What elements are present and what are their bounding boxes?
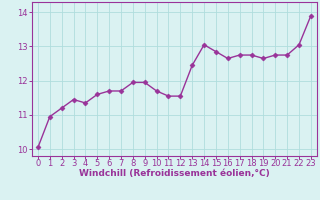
X-axis label: Windchill (Refroidissement éolien,°C): Windchill (Refroidissement éolien,°C) [79, 169, 270, 178]
